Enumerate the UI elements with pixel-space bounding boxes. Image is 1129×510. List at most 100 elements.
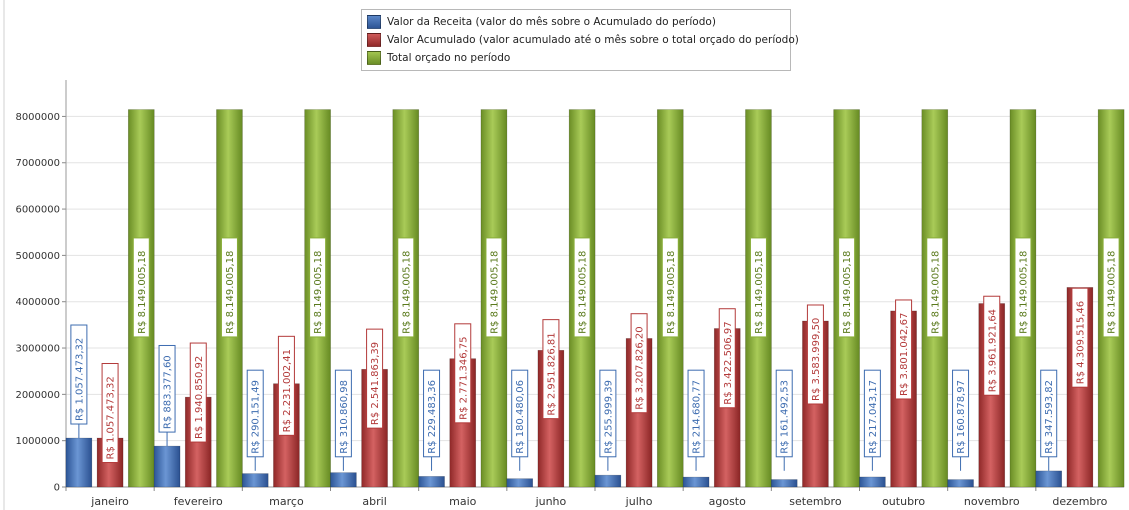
data-label-orcado: R$ 8.149.005,18 xyxy=(309,237,327,338)
tick-label-x: fevereiro xyxy=(174,495,223,508)
data-label-acumulado: R$ 2.771.346,75 xyxy=(454,323,472,424)
data-label-text: R$ 8.149.005,18 xyxy=(225,251,236,334)
tick-label-x: setembro xyxy=(789,495,842,508)
tick-label-x: dezembro xyxy=(1052,495,1107,508)
data-label-box xyxy=(895,299,913,400)
data-label-acumulado: R$ 1.057.473,32 xyxy=(101,363,119,464)
data-label-orcado: R$ 8.149.005,18 xyxy=(1102,237,1120,338)
data-label-text: R$ 8.149.005,18 xyxy=(842,251,853,334)
tick-label-x: julho xyxy=(625,495,653,508)
data-label-receita: R$ 883.377,60 xyxy=(158,344,176,447)
bars xyxy=(65,109,1125,488)
tick-label-x: outubro xyxy=(882,495,925,508)
legend-swatch-receita xyxy=(367,15,381,29)
legend-swatch-acumulado xyxy=(367,33,381,47)
data-label-box xyxy=(661,237,679,338)
tick-label-y: 7000000 xyxy=(15,158,60,169)
bar-receita xyxy=(947,479,974,488)
data-label-text: R$ 8.149.005,18 xyxy=(401,251,412,334)
data-label-text: R$ 347.593,82 xyxy=(1044,380,1055,454)
data-label-text: R$ 2.771.346,75 xyxy=(458,337,469,420)
tick-label-y: 2000000 xyxy=(15,390,60,401)
data-label-acumulado: R$ 2.231.002,41 xyxy=(277,335,295,436)
data-label-receita: R$ 161.492,53 xyxy=(775,369,793,471)
data-label-text: R$ 8.149.005,18 xyxy=(489,251,500,334)
data-label-box xyxy=(309,237,327,338)
data-label-box xyxy=(838,237,856,338)
data-label-text: R$ 3.801.042,67 xyxy=(899,313,910,396)
data-label-text: R$ 4.309.515,46 xyxy=(1075,301,1086,384)
data-label-text: R$ 229.483,36 xyxy=(427,380,438,454)
data-label-box xyxy=(132,237,150,338)
data-label-text: R$ 8.149.005,18 xyxy=(137,251,148,334)
data-label-receita: R$ 310.860,98 xyxy=(334,369,352,471)
legend: Valor da Receita (valor do mês sobre o A… xyxy=(361,9,799,71)
tick-label-x: novembro xyxy=(964,495,1020,508)
tick-labels: 0 1000000 2000000 3000000 4000000 5000000 6000… xyxy=(15,112,1107,508)
data-label-acumulado: R$ 2.951.826,81 xyxy=(542,319,560,420)
data-label-receita: R$ 1.057.473,32 xyxy=(70,324,88,439)
data-label-orcado: R$ 8.149.005,18 xyxy=(397,237,415,338)
data-label-text: R$ 3.422.506,97 xyxy=(723,321,734,404)
data-label-box xyxy=(718,308,736,409)
data-label-receita: R$ 290.151,49 xyxy=(246,369,264,471)
tick-label-y: 4000000 xyxy=(15,297,60,308)
tick-label-x: março xyxy=(269,495,304,508)
data-label-box xyxy=(1071,287,1089,388)
legend-label-receita: Valor da Receita (valor do mês sobre o A… xyxy=(387,16,716,28)
tick-label-y: 8000000 xyxy=(15,112,60,123)
data-label-orcado: R$ 8.149.005,18 xyxy=(838,237,856,338)
data-label-acumulado: R$ 3.801.042,67 xyxy=(895,299,913,400)
data-label-receita: R$ 229.483,36 xyxy=(423,369,441,471)
data-label-acumulado: R$ 1.940.850,92 xyxy=(189,342,207,443)
tick-label-x: maio xyxy=(449,495,477,508)
data-label-orcado: R$ 8.149.005,18 xyxy=(749,237,767,338)
bar-receita xyxy=(770,479,798,488)
data-label-text: R$ 1.057.473,32 xyxy=(74,338,85,421)
data-label-receita: R$ 347.593,82 xyxy=(1040,369,1058,471)
data-label-orcado: R$ 8.149.005,18 xyxy=(661,237,679,338)
data-label-text: R$ 217.043,17 xyxy=(868,380,879,454)
tick-label-y: 6000000 xyxy=(15,205,60,216)
bar-receita xyxy=(418,476,445,488)
data-label-text: R$ 883.377,60 xyxy=(163,355,174,429)
data-label-box xyxy=(220,237,238,338)
bar-receita xyxy=(330,472,357,488)
data-label-text: R$ 1.057.473,32 xyxy=(106,376,117,459)
tick-label-y: 5000000 xyxy=(15,251,60,262)
data-label-acumulado: R$ 3.422.506,97 xyxy=(718,308,736,409)
data-label-text: R$ 2.231.002,41 xyxy=(282,349,293,432)
data-label-acumulado: R$ 3.207.826,20 xyxy=(630,313,648,414)
data-label-text: R$ 8.149.005,18 xyxy=(666,251,677,334)
data-label-text: R$ 180.480,06 xyxy=(515,380,526,454)
data-label-orcado: R$ 8.149.005,18 xyxy=(132,237,150,338)
legend-label-acumulado: Valor Acumulado (valor acumulado até o m… xyxy=(387,34,799,46)
tick-label-x: junho xyxy=(535,495,567,508)
data-label-box xyxy=(1102,237,1120,338)
data-label-text: R$ 8.149.005,18 xyxy=(1018,251,1029,334)
legend-label-orcado: Total orçado no período xyxy=(387,52,511,64)
data-label-box xyxy=(397,237,415,338)
data-label-text: R$ 8.149.005,18 xyxy=(754,251,765,334)
data-label-text: R$ 160.878,97 xyxy=(956,380,967,454)
data-label-box xyxy=(983,295,1001,396)
legend-item-orcado: Total orçado no período xyxy=(367,50,510,66)
data-label-acumulado: R$ 3.961.921,64 xyxy=(983,295,1001,396)
legend-item-acumulado: Valor Acumulado (valor acumulado até o m… xyxy=(367,32,799,48)
data-label-text: R$ 161.492,53 xyxy=(780,380,791,454)
tick-label-x: abril xyxy=(362,495,386,508)
data-label-orcado: R$ 8.149.005,18 xyxy=(1014,237,1032,338)
bar-receita xyxy=(153,445,181,488)
legend-swatch-orcado xyxy=(367,51,381,65)
data-label-orcado: R$ 8.149.005,18 xyxy=(926,237,944,338)
data-label-text: R$ 310.860,98 xyxy=(339,380,350,454)
data-label-box xyxy=(749,237,767,338)
data-label-orcado: R$ 8.149.005,18 xyxy=(220,237,238,338)
tick-label-x: janeiro xyxy=(90,495,129,508)
data-label-text: R$ 8.149.005,18 xyxy=(578,251,589,334)
data-label-box xyxy=(277,335,295,436)
data-label-box xyxy=(1014,237,1032,338)
bar-receita xyxy=(594,474,622,488)
bar-receita xyxy=(682,476,710,488)
